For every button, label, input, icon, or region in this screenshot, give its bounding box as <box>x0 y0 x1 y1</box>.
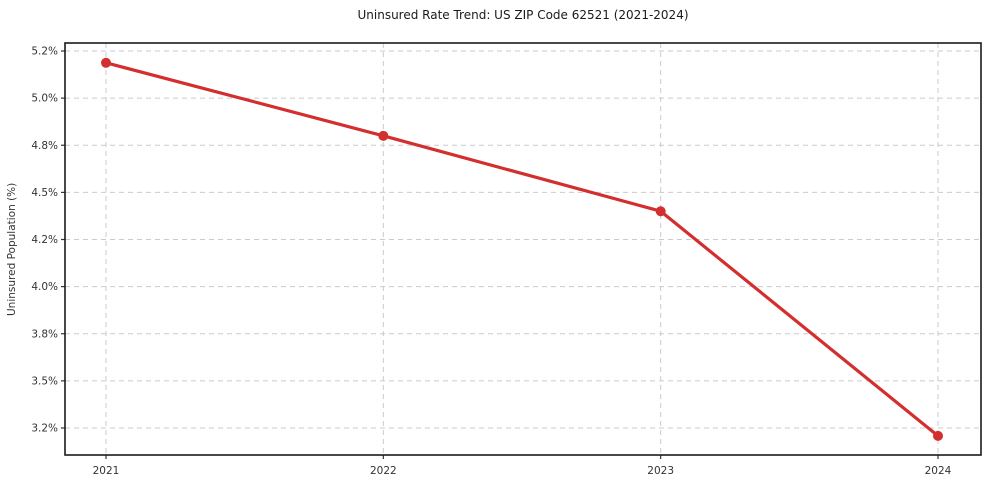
data-point-marker <box>933 430 943 441</box>
x-tick-label: 2024 <box>925 465 952 477</box>
chart-title: Uninsured Rate Trend: US ZIP Code 62521 … <box>357 8 689 22</box>
y-tick-label: 4.8% <box>31 140 58 152</box>
data-point-marker <box>378 130 389 141</box>
y-tick-label: 4.2% <box>31 234 58 246</box>
x-tick-label: 2021 <box>93 465 120 477</box>
data-point-marker <box>101 57 111 68</box>
y-tick-label: 4.0% <box>31 281 58 293</box>
x-tick-label: 2022 <box>370 465 397 477</box>
plot-border <box>64 42 982 456</box>
data-point-marker <box>655 206 666 217</box>
y-tick-label: 3.5% <box>31 375 58 387</box>
y-tick-label: 5.2% <box>31 46 58 58</box>
trend-line <box>104 61 940 438</box>
y-tick-label: 5.0% <box>31 93 58 105</box>
x-tick-label: 2023 <box>647 465 674 477</box>
y-tick-label: 4.5% <box>31 187 58 199</box>
y-tick-label: 3.2% <box>31 423 58 435</box>
y-tick-label: 3.8% <box>31 328 58 340</box>
